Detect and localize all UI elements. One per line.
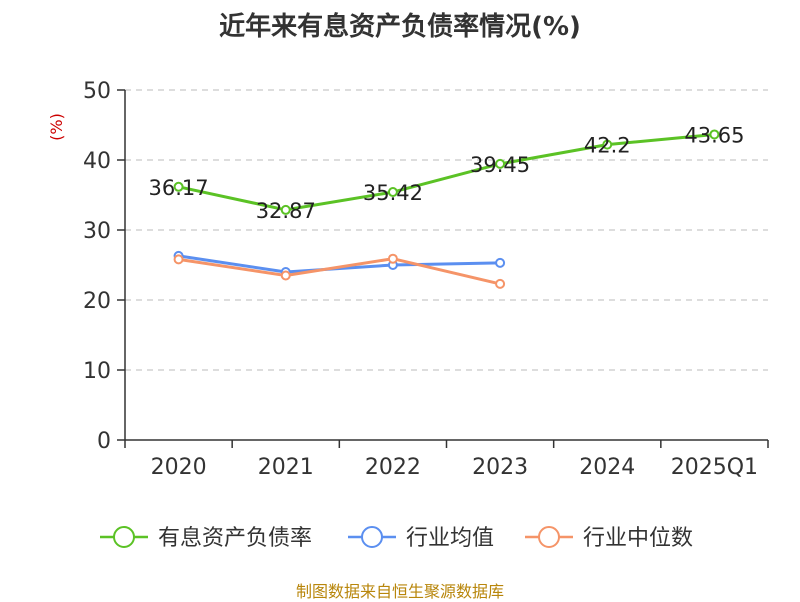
x-tick-label: 2023 (472, 455, 528, 480)
data-point (602, 139, 613, 150)
legend-label: 有息资产负债率 (158, 526, 312, 551)
data-point (709, 129, 720, 140)
data-point (280, 270, 291, 281)
y-tick-label: 40 (83, 149, 111, 174)
x-tick-label: 2022 (365, 455, 421, 480)
axes: 0 10 20 30 40 50 2020 2021 2022 2023 2024 2025Q1 (%) (47, 79, 769, 480)
y-axis-unit: (%) (47, 113, 66, 141)
y-tick-label: 50 (83, 79, 111, 104)
x-tick-label: 2021 (258, 455, 314, 480)
data-point (495, 278, 506, 289)
legend-swatch-marker (113, 526, 135, 548)
x-tick-label: 2024 (579, 455, 635, 480)
data-label: 36.17 (149, 176, 209, 200)
legend-label: 行业均值 (406, 526, 494, 551)
y-tick-label: 30 (83, 219, 111, 244)
data-label: 35.42 (363, 181, 423, 205)
data-label: 39.45 (470, 153, 530, 177)
legend-swatch-marker (538, 526, 560, 548)
data-label: 42.2 (584, 134, 631, 158)
series-lines (173, 129, 720, 289)
series-line (178, 257, 501, 286)
data-point (495, 257, 506, 268)
data-point (173, 181, 184, 192)
legend-item: 行业中位数 (525, 526, 693, 551)
grid-lines (125, 89, 768, 371)
legend-item: 有息资产负债率 (100, 526, 312, 551)
legend-item: 行业均值 (348, 526, 494, 551)
data-point (280, 204, 291, 215)
y-tick-label: 20 (83, 289, 111, 314)
data-point (387, 253, 398, 264)
data-label: 43.65 (684, 123, 744, 147)
series-line (178, 132, 715, 212)
data-label: 32.87 (256, 199, 316, 223)
source-note: 制图数据来自恒生聚源数据库 (295, 582, 504, 601)
x-tick-label: 2025Q1 (671, 455, 758, 480)
legend-swatch-marker (361, 526, 383, 548)
data-labels: 36.17 32.87 35.42 39.45 42.2 43.65 (149, 123, 745, 222)
data-point (495, 158, 506, 169)
data-point (387, 187, 398, 198)
y-tick-label: 0 (97, 429, 111, 454)
data-point (173, 254, 184, 265)
y-tick-label: 10 (83, 359, 111, 384)
x-tick-label: 2020 (151, 455, 207, 480)
legend: 有息资产负债率 行业均值 行业中位数 (100, 526, 693, 551)
series-line (178, 254, 501, 274)
chart-title: 近年来有息资产负债率情况(%) (219, 12, 581, 42)
legend-label: 行业中位数 (583, 526, 693, 551)
